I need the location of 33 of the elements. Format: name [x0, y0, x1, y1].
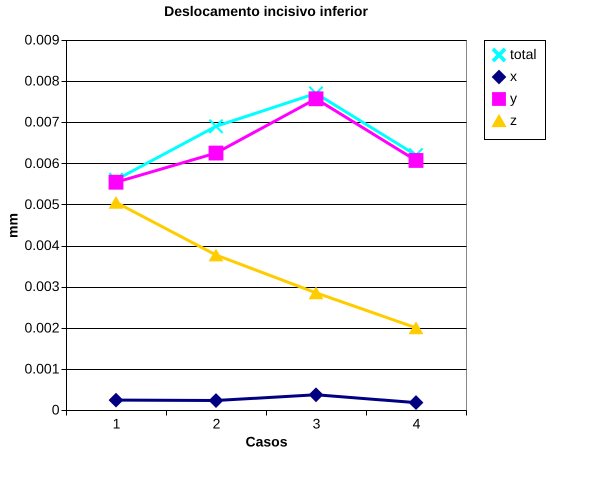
y-tick-label: 0.001	[24, 360, 60, 376]
x-axis-title: Casos	[245, 434, 288, 450]
y-axis-title: mm	[4, 213, 20, 238]
y-tick-label: 0.005	[24, 196, 60, 212]
point	[208, 118, 224, 134]
point	[208, 248, 224, 262]
point	[308, 286, 324, 300]
point	[308, 91, 324, 106]
point	[108, 392, 124, 408]
y-tick-label: 0.002	[24, 319, 60, 336]
point	[408, 321, 424, 334]
y-tick-label: 0.004	[24, 237, 60, 254]
point	[208, 146, 224, 160]
point	[308, 387, 324, 402]
x-tick-label: 3	[312, 416, 321, 432]
legend-label: y	[510, 90, 517, 106]
x-tick-label: 2	[212, 416, 221, 432]
point	[408, 395, 424, 410]
y-tick-label: 0	[52, 402, 60, 418]
point	[208, 393, 224, 408]
legend-label: x	[510, 68, 517, 84]
x-tick-label: 4	[412, 416, 421, 432]
x-tick-label: 1	[112, 416, 121, 432]
legend-label: total	[510, 46, 536, 62]
chart-title: Deslocamento incisivo inferior	[164, 3, 368, 19]
y-tick-label: 0.003	[24, 278, 60, 294]
y-tick-label: 0.009	[24, 32, 60, 48]
legend-label: z	[510, 112, 517, 128]
y-tick-label: 0.007	[24, 114, 60, 130]
point	[408, 153, 424, 168]
y-tick-label: 0.008	[24, 72, 60, 89]
y-tick-label: 0.006	[24, 154, 60, 171]
point	[108, 196, 124, 209]
